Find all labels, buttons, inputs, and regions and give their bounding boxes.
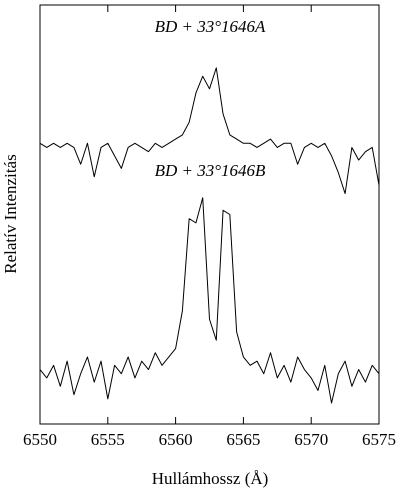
x-tick-label: 6575: [362, 430, 396, 449]
plot-frame: [39, 4, 380, 425]
x-tick-label: 6565: [226, 430, 260, 449]
y-axis-label: Relatív Intenzitás: [1, 154, 20, 273]
x-tick-label: 6550: [23, 430, 57, 449]
x-tick-label: 6560: [159, 430, 193, 449]
x-tick-label: 6570: [294, 430, 328, 449]
spectrum-line: [39, 67, 380, 195]
series-label: BD + 33°1646A: [155, 17, 266, 36]
x-axis-label: Hullámhossz (Å): [152, 469, 269, 488]
spectrum-line: [39, 197, 380, 404]
x-tick-label: 6555: [91, 430, 125, 449]
series-label: BD + 33°1646B: [155, 161, 266, 180]
